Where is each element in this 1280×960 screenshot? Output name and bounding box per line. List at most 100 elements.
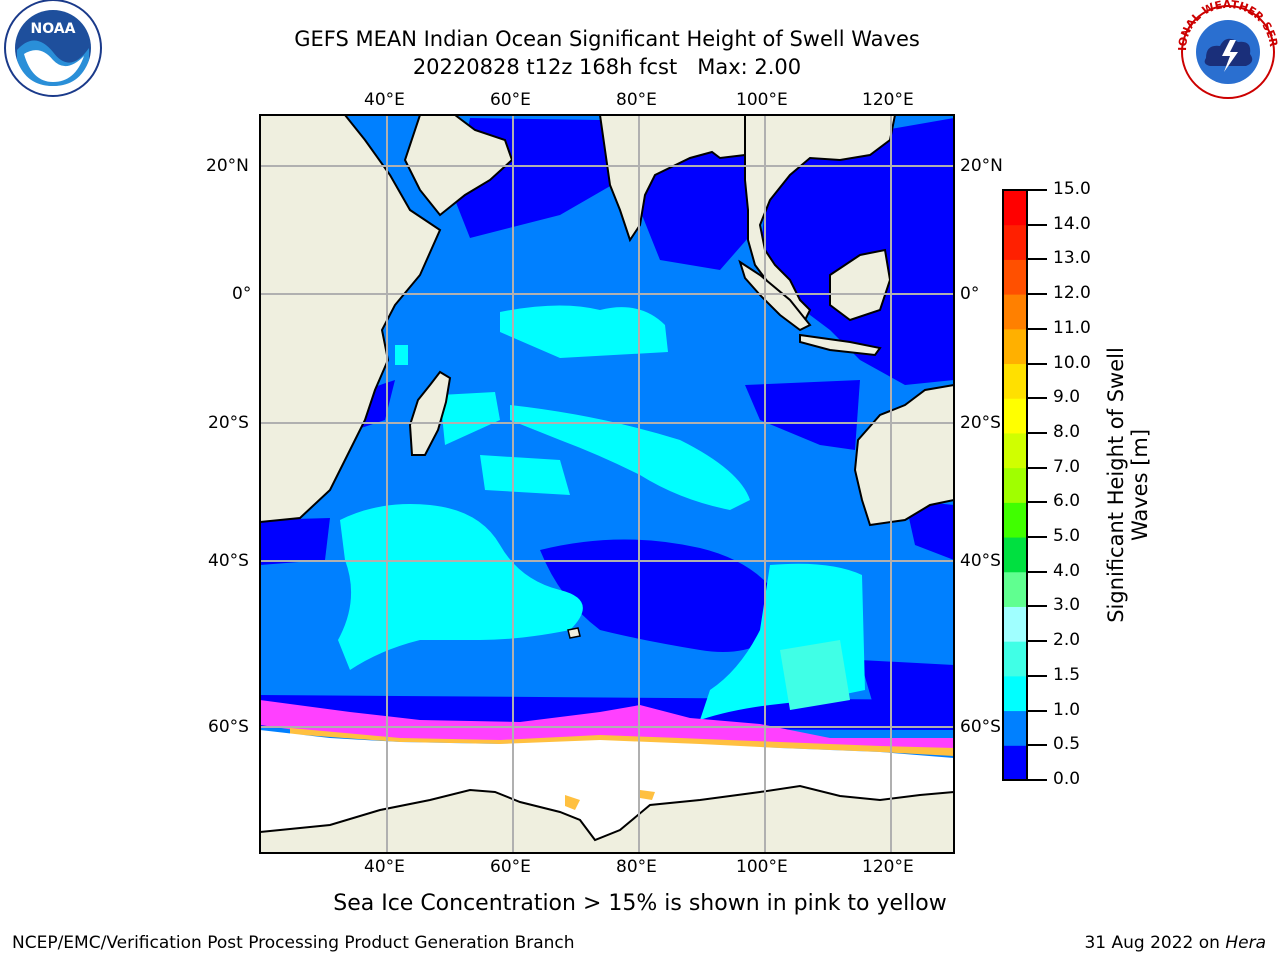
lon-label-top: 120°E [862,90,914,110]
bay-of-bengal-low [640,150,755,270]
colorbar-segment [1003,467,1027,503]
bight-low [905,500,954,560]
subtropical-swell-2 [480,455,570,495]
maritime-sea-low [760,118,954,385]
colorbar-tick-label: 14.0 [1053,213,1091,234]
colorbar-tick-label: 7.0 [1053,456,1081,477]
colorbar-tick-mark [1027,709,1047,712]
colorbar-tick-mark [1027,570,1047,573]
footer-credit: NCEP/EMC/Verification Post Processing Pr… [12,933,575,953]
india-land [512,115,746,243]
colorbar-tick-label: 8.0 [1053,421,1081,442]
lon-label-top: 60°E [490,90,531,110]
lat-label-right: 60°S [960,717,1001,737]
lon-label-bottom: 100°E [736,857,788,877]
south-africa-low [260,518,330,565]
colorbar-tick-mark [1027,258,1047,261]
colorbar-label-line2: Waves [m] [1128,428,1152,542]
noaa-logo-text: NOAA [31,21,76,37]
lon-label-top: 40°E [364,90,405,110]
colorbar-tick-mark [1027,605,1047,608]
antarctica-land [260,784,954,853]
sea-ice-caption: Sea Ice Concentration > 15% is shown in … [333,891,947,916]
map-canvas [259,114,955,854]
colorbar [1002,189,1028,781]
kerguelen-land [567,627,581,639]
colorbar-segment [1003,328,1027,365]
colorbar-segment [1003,190,1027,226]
colorbar-tick-mark [1027,327,1047,330]
sumatra-land [738,259,812,332]
colorbar-tick-label: 1.5 [1053,664,1081,685]
lat-label-left: 20°S [208,413,249,433]
colorbar-tick-mark [1027,744,1047,747]
madagascar-land [408,370,452,456]
southwest-swell [338,504,583,670]
lon-label-bottom: 120°E [862,857,914,877]
lat-label-left: 0° [232,284,252,304]
colorbar-tick-label: 0.5 [1053,734,1081,755]
colorbar-tick-mark [1027,189,1047,191]
colorbar-tick-label: 1.0 [1053,699,1081,720]
nws-logo-icon: NATIONAL WEATHER SERVICE [1176,0,1280,99]
madagascar-east-swell [440,392,500,445]
colorbar-tick-mark [1027,431,1047,434]
colorbar-segment [1003,675,1027,712]
colorbar-segment [1003,710,1027,746]
colorbar-tick-label: 0.0 [1053,769,1081,789]
noaa-logo-icon: NOAA [4,0,102,97]
colorbar-tick-mark [1027,223,1047,226]
lon-label-top: 80°E [616,90,657,110]
southern-ocean-low [540,539,790,652]
colorbar-tick-label: 12.0 [1053,283,1091,304]
colorbar-segment [1003,294,1027,330]
colorbar-segment [1003,398,1027,434]
colorbar-tick-label: 3.0 [1053,595,1081,616]
lat-label-left: 40°S [208,551,249,571]
colorbar-tick-mark [1027,293,1047,296]
colorbar-segment [1003,606,1027,642]
africa-land [260,115,442,524]
colorbar-tick-mark [1027,466,1047,469]
lon-label-bottom: 80°E [616,857,657,877]
colorbar-segment [1003,745,1027,781]
colorbar-tick-mark [1027,501,1047,504]
lat-label-right: 20°N [960,156,1003,176]
colorbar-tick-label: 6.0 [1053,491,1081,512]
colorbar-tick-mark [1027,779,1047,781]
lon-label-bottom: 60°E [490,857,531,877]
colorbar-segment [1003,259,1027,295]
colorbar-tick-label: 10.0 [1053,352,1091,373]
colorbar-segment [1003,432,1027,469]
swell-patch [395,345,408,365]
colorbar-segment [1003,502,1027,538]
colorbar-tick-mark [1027,674,1047,677]
map-field [260,115,954,853]
java-land [799,333,882,357]
colorbar-tick-label: 13.0 [1053,248,1091,269]
map-title: GEFS MEAN Indian Ocean Significant Heigh… [294,27,920,51]
subtropical-swell [510,405,750,510]
colorbar-tick-mark [1027,536,1047,539]
colorbar-segment [1003,537,1027,573]
lat-label-right: 20°S [960,413,1001,433]
equatorial-swell [500,305,668,358]
colorbar-label-line1: Significant Height of Swell [1104,347,1128,623]
lat-label-left: 60°S [208,717,249,737]
colorbar-tick-label: 15.0 [1053,179,1091,199]
colorbar-tick-mark [1027,397,1047,400]
gridlines [260,115,954,853]
australia-land [853,383,954,527]
southeast-swell-core [780,640,850,710]
colorbar-tick-label: 11.0 [1053,317,1091,338]
colorbar-segment [1003,571,1027,607]
colorbar-frame [1002,189,1028,781]
colorbar-tick-label: 2.0 [1053,630,1081,651]
colorbar-segment [1003,641,1027,677]
lat-label-right: 0° [960,284,980,304]
footer-date-text: 31 Aug 2022 on [1084,933,1226,953]
lat-label-left: 20°N [206,156,249,176]
colorbar-tick-label: 9.0 [1053,387,1081,408]
lon-label-top: 100°E [736,90,788,110]
colorbar-tick-mark [1027,362,1047,365]
